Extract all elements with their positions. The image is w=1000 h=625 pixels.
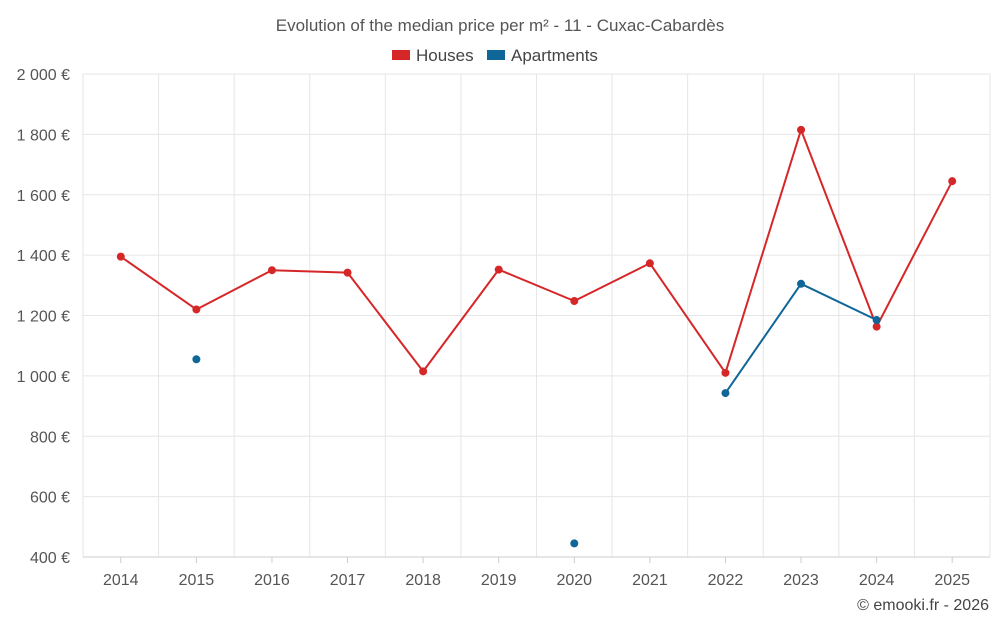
point-apartments-2015[interactable] [192, 355, 201, 364]
line-segment-houses [497, 268, 576, 303]
x-tick-label: 2016 [254, 572, 290, 589]
x-tick-label: 2025 [934, 572, 970, 589]
line-segment-houses [875, 180, 954, 328]
line-segment-houses [422, 268, 500, 373]
y-tick-label: 1 800 € [17, 127, 70, 144]
series-layer [116, 125, 957, 548]
point-apartments-2020[interactable] [570, 539, 579, 548]
point-apartments-2022[interactable] [721, 389, 730, 398]
line-segment-houses [195, 269, 273, 311]
x-tick-label: 2015 [179, 572, 215, 589]
line-segment-houses [573, 262, 651, 303]
y-tick-label: 1 400 € [17, 248, 70, 265]
line-segment-houses [119, 255, 198, 311]
point-apartments-2023[interactable] [797, 279, 806, 288]
x-tick-label: 2020 [556, 572, 592, 589]
line-segment-apartments [724, 282, 803, 395]
point-apartments-2024[interactable] [872, 316, 881, 325]
point-houses-2015[interactable] [192, 305, 201, 314]
chart-title: Evolution of the median price per m² - 1… [276, 16, 725, 35]
point-houses-2025[interactable] [948, 177, 957, 186]
x-tick-label: 2014 [103, 572, 139, 589]
line-segment-houses [346, 271, 425, 373]
point-houses-2014[interactable] [116, 252, 125, 261]
y-tick-label: 1 600 € [17, 188, 70, 205]
point-houses-2018[interactable] [419, 367, 428, 376]
series-apartments [192, 279, 881, 548]
point-houses-2023[interactable] [797, 125, 806, 134]
point-houses-2016[interactable] [267, 266, 276, 275]
grid [82, 73, 991, 557]
legend-swatch-apartments [487, 50, 505, 60]
legend-item-apartments[interactable]: Apartments [487, 46, 598, 65]
point-houses-2021[interactable] [645, 259, 654, 268]
y-tick-label: 800 € [30, 429, 70, 446]
x-axis: 2014 2015 2016 2017 2018 2019 2020 2021 2022 2023… [83, 556, 990, 589]
y-tick-label: 1 000 € [17, 369, 70, 386]
legend-swatch-houses [392, 50, 410, 60]
point-houses-2017[interactable] [343, 268, 352, 277]
legend-label-houses: Houses [416, 46, 474, 65]
y-tick-label: 2 000 € [17, 67, 70, 84]
legend-label-apartments: Apartments [511, 46, 598, 65]
line-segment-houses [724, 128, 803, 374]
point-houses-2019[interactable] [494, 265, 503, 274]
x-tick-label: 2018 [405, 572, 441, 589]
credit-text: © emooki.fr - 2026 [857, 597, 989, 614]
x-tick-label: 2021 [632, 572, 668, 589]
y-axis: 400 € 600 € 800 € 1 000 € 1 200 € 1 400 € 1 60… [17, 67, 70, 567]
line-segment-houses [648, 262, 727, 374]
line-segment-houses [800, 128, 878, 328]
y-tick-label: 400 € [30, 550, 70, 567]
point-houses-2020[interactable] [570, 297, 579, 306]
x-tick-label: 2024 [859, 572, 895, 589]
y-tick-label: 600 € [30, 490, 70, 507]
point-houses-2022[interactable] [721, 368, 730, 377]
x-tick-label: 2019 [481, 572, 517, 589]
line-segment-apartments [800, 282, 878, 322]
x-tick-label: 2017 [330, 572, 366, 589]
series-houses [116, 125, 957, 377]
legend: Houses Apartments [392, 46, 598, 65]
point-houses-2024[interactable] [872, 322, 881, 331]
x-tick-label: 2023 [783, 572, 819, 589]
x-tick-label: 2022 [708, 572, 744, 589]
line-segment-houses [270, 269, 349, 274]
legend-item-houses[interactable]: Houses [392, 46, 474, 65]
y-tick-label: 1 200 € [17, 309, 70, 326]
